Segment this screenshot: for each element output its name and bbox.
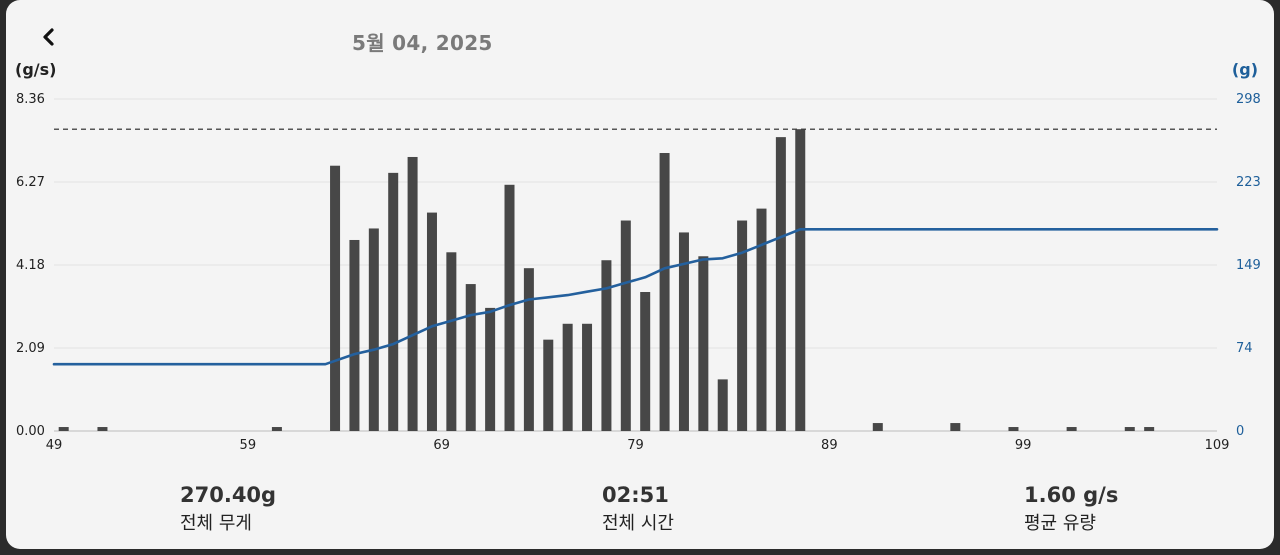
flow-bar: [1066, 427, 1077, 431]
flow-bar: [1144, 427, 1155, 431]
flow-bar: [756, 208, 767, 431]
weight-line: [52, 228, 1219, 366]
flow-bar: [504, 184, 515, 431]
y-left-tick-label: 6.27: [16, 175, 45, 190]
flow-bar: [1124, 427, 1135, 431]
flow-bar: [485, 307, 496, 431]
right-axis-unit: (g): [1231, 60, 1258, 79]
flow-bar: [465, 284, 476, 431]
flow-bar: [523, 268, 534, 431]
flow-bar: [368, 228, 379, 431]
flow-bar: [795, 129, 806, 431]
y-right-tick-label: 223: [1236, 175, 1261, 190]
flow-bar: [446, 252, 457, 431]
flow-bar: [349, 239, 360, 431]
y-right-tick-label: 149: [1236, 258, 1261, 273]
total-weight-value: 270.40g: [180, 483, 277, 507]
back-button[interactable]: [34, 22, 64, 52]
flow-bar: [717, 379, 728, 431]
flow-bar: [407, 156, 418, 431]
stat-total-time: 02:51 전체 시간: [602, 482, 674, 536]
flow-bar: [271, 427, 282, 431]
y-left-tick-label: 4.18: [16, 258, 45, 273]
x-tick-label: 109: [1205, 438, 1230, 453]
y-right-tick-label: 298: [1236, 92, 1261, 107]
chevron-left-icon: [43, 28, 54, 46]
y-right-tick-label: 0: [1236, 424, 1244, 439]
total-time-label: 전체 시간: [602, 513, 674, 534]
flow-bar: [678, 232, 689, 431]
flow-bar: [582, 323, 593, 431]
flow-bar: [872, 423, 883, 431]
flow-bar: [775, 137, 786, 432]
x-tick-label: 99: [1015, 438, 1032, 453]
y-right-tick-label: 74: [1236, 341, 1253, 356]
session-date: 5월 04, 2025: [352, 31, 493, 55]
y-left-tick-label: 0.00: [16, 424, 45, 439]
flow-bar: [58, 427, 69, 431]
flow-bar: [737, 220, 748, 431]
average-flow-label: 평균 유량: [1024, 513, 1096, 534]
flow-bar: [698, 256, 709, 431]
x-tick-label: 89: [821, 438, 838, 453]
x-tick-label: 79: [627, 438, 644, 453]
stat-average-flow: 1.60 g/s 평균 유량: [1024, 482, 1118, 536]
chart-card: 5월 04, 2025 (g/s) (g) 8.36 298 6.27 223 4.18…: [6, 0, 1274, 549]
flow-bar: [659, 153, 670, 431]
flow-bar: [426, 212, 437, 431]
y-left-tick-label: 2.09: [16, 341, 45, 356]
x-tick-label: 69: [433, 438, 450, 453]
flow-bar: [543, 339, 554, 431]
flow-bar: [388, 172, 399, 431]
flow-bar: [562, 323, 573, 431]
flow-weight-chart: 8.36 298 6.27 223 4.18 149 2.09 74 0.00 0 49 59 69 79…: [16, 92, 1261, 453]
flow-bar: [640, 292, 651, 431]
y-left-tick-label: 8.36: [16, 92, 45, 107]
total-weight-label: 전체 무게: [180, 513, 252, 534]
flow-bar: [330, 165, 341, 431]
average-flow-value: 1.60 g/s: [1024, 483, 1119, 507]
flow-bar: [97, 427, 108, 431]
x-tick-label: 49: [46, 438, 63, 453]
flow-bar: [601, 260, 612, 431]
left-axis-unit: (g/s): [15, 60, 57, 79]
flow-bar: [620, 220, 631, 431]
total-time-value: 02:51: [602, 483, 669, 507]
stat-total-weight: 270.40g 전체 무게: [180, 482, 276, 536]
x-tick-label: 59: [240, 438, 257, 453]
flow-bar: [950, 423, 961, 431]
flow-bar: [1008, 427, 1019, 431]
